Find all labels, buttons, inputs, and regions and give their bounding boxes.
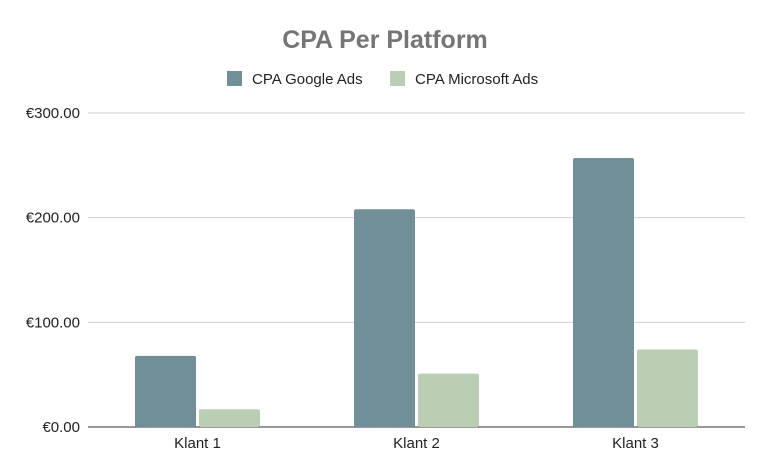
bar-microsoft-ads-1 (199, 409, 260, 427)
bar-google-ads-3 (573, 158, 634, 428)
y-tick-label: €100.00 (26, 314, 80, 331)
legend: CPA Google Ads CPA Microsoft Ads (227, 71, 538, 88)
x-tick-label: Klant 1 (174, 435, 221, 452)
bar-google-ads-2 (354, 209, 415, 427)
x-axis-ticks: Klant 1 Klant 2 Klant 3 (174, 435, 659, 452)
bar-microsoft-ads-2 (418, 373, 479, 427)
y-tick-label: €0.00 (42, 419, 80, 436)
y-axis-ticks: €0.00 €100.00 €200.00 €300.00 (26, 105, 80, 436)
legend-swatch-microsoft-ads (390, 71, 405, 86)
legend-label-microsoft-ads: CPA Microsoft Ads (415, 71, 538, 88)
chart-title: CPA Per Platform (282, 26, 488, 54)
y-tick-label: €200.00 (26, 210, 80, 227)
gridlines (88, 112, 745, 428)
x-tick-label: Klant 2 (393, 435, 440, 452)
y-tick-label: €300.00 (26, 105, 80, 122)
bars (135, 158, 698, 428)
x-tick-label: Klant 3 (612, 435, 659, 452)
legend-swatch-google-ads (227, 71, 242, 86)
bar-microsoft-ads-3 (637, 349, 698, 427)
legend-label-google-ads: CPA Google Ads (252, 71, 363, 88)
bar-google-ads-1 (135, 355, 196, 427)
